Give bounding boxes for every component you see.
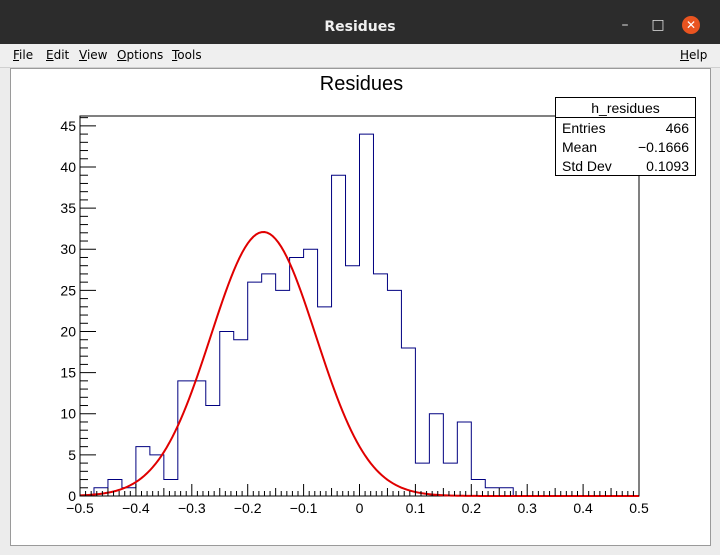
histogram-chart[interactable]: −0.5 −0.4 −0.3 −0.2 −0.1 0 0.1 0.2 0.3 0.4 0.5 0 5 10… [11,69,712,547]
histogram-bar [401,348,415,496]
x-tick-label: 0.3 [517,500,537,516]
histogram-bar [360,134,374,496]
y-tick-label: 45 [60,118,76,134]
x-tick-label: −0.4 [122,500,150,516]
histogram-bar [192,381,206,496]
histogram-bar [108,480,122,496]
menu-file-label: ile [19,48,34,62]
histogram-bar [373,274,387,496]
histogram-bar [346,266,360,496]
stats-row-mean: Mean −0.1666 [562,138,689,157]
x-tick-label: 0.1 [406,500,426,516]
y-tick-label: 5 [68,447,76,463]
gaussian-fit-line [79,231,639,497]
histogram-bar [304,249,318,496]
menu-options-label: ptions [126,48,164,62]
stats-entries-value: 466 [665,120,689,136]
menu-bar: File Edit View Options Tools Help [0,44,720,68]
histogram-bar [485,488,499,496]
window-title: Residues [324,19,396,35]
histogram-bar [429,414,443,496]
stats-entries-label: Entries [562,120,606,136]
x-tick-label: −0.1 [290,500,318,516]
stats-mean-label: Mean [562,139,598,155]
menu-tools-label: ools [177,48,202,62]
menu-file-mnemonic: F [13,48,20,62]
menu-file[interactable]: File [13,48,33,62]
close-icon[interactable]: ✕ [682,16,700,34]
histogram-bar [262,274,276,496]
x-tick-label: −0.3 [178,500,206,516]
y-tick-label: 0 [68,488,76,504]
menu-edit-mnemonic: E [46,48,54,62]
x-tick-label: 0.4 [573,500,593,516]
menu-edit-label: dit [53,48,70,62]
menu-view-mnemonic: V [79,48,87,62]
stats-histogram-name: h_residues [556,98,695,118]
histogram-bar [276,290,290,496]
menu-help-label: elp [689,48,708,62]
histogram-bar [332,175,346,496]
histogram-bar [457,422,471,496]
histogram-bar [248,282,262,496]
minimize-icon[interactable]: – [621,17,629,33]
x-tick-label: −0.5 [66,500,94,516]
menu-edit[interactable]: Edit [46,48,69,62]
x-tick-label: 0.5 [629,500,649,516]
title-bar[interactable]: Residues – □ ✕ [0,0,720,48]
y-tick-label: 25 [60,282,76,298]
histogram-outline [80,133,639,497]
x-tick-label: −0.2 [234,500,262,516]
maximize-icon[interactable]: □ [651,17,665,33]
y-tick-label: 35 [60,200,76,216]
menu-options-mnemonic: O [117,48,127,62]
menu-view[interactable]: View [79,48,107,62]
histogram-bar [318,307,332,496]
histogram-bar [415,463,429,496]
menu-tools-mnemonic: T [172,48,178,62]
y-tick-label: 15 [60,365,76,381]
y-tick-label: 40 [60,159,76,175]
histogram-bar [220,331,234,496]
stats-row-entries: Entries 466 [562,119,689,138]
stats-row-stddev: Std Dev 0.1093 [562,157,689,176]
x-tick-label: 0.2 [462,500,482,516]
histogram-bar [206,406,220,496]
histogram-bar [499,488,513,496]
stats-stddev-label: Std Dev [562,158,612,174]
menu-options[interactable]: Options [117,48,163,62]
histogram-bar [387,290,401,496]
plot-canvas[interactable]: −0.5 −0.4 −0.3 −0.2 −0.1 0 0.1 0.2 0.3 0.4 0.5 0 5 10… [10,68,711,546]
stats-mean-value: −0.1666 [638,139,689,155]
histogram-bar [164,480,178,496]
menu-help-mnemonic: H [680,48,690,62]
histogram-bar [234,340,248,496]
stats-stddev-value: 0.1093 [646,158,689,174]
menu-help[interactable]: Help [680,48,707,62]
y-tick-label: 20 [60,323,76,339]
y-tick-label: 30 [60,241,76,257]
histogram-bar [471,480,485,496]
x-tick-label: 0 [356,500,364,516]
stats-box[interactable]: h_residues Entries 466 Mean −0.1666 Std … [555,97,696,176]
histogram-bar [443,463,457,496]
menu-view-label: iew [86,48,108,62]
plot-title: Residues [319,73,404,95]
menu-tools[interactable]: Tools [172,48,202,62]
y-tick-label: 10 [60,406,76,422]
